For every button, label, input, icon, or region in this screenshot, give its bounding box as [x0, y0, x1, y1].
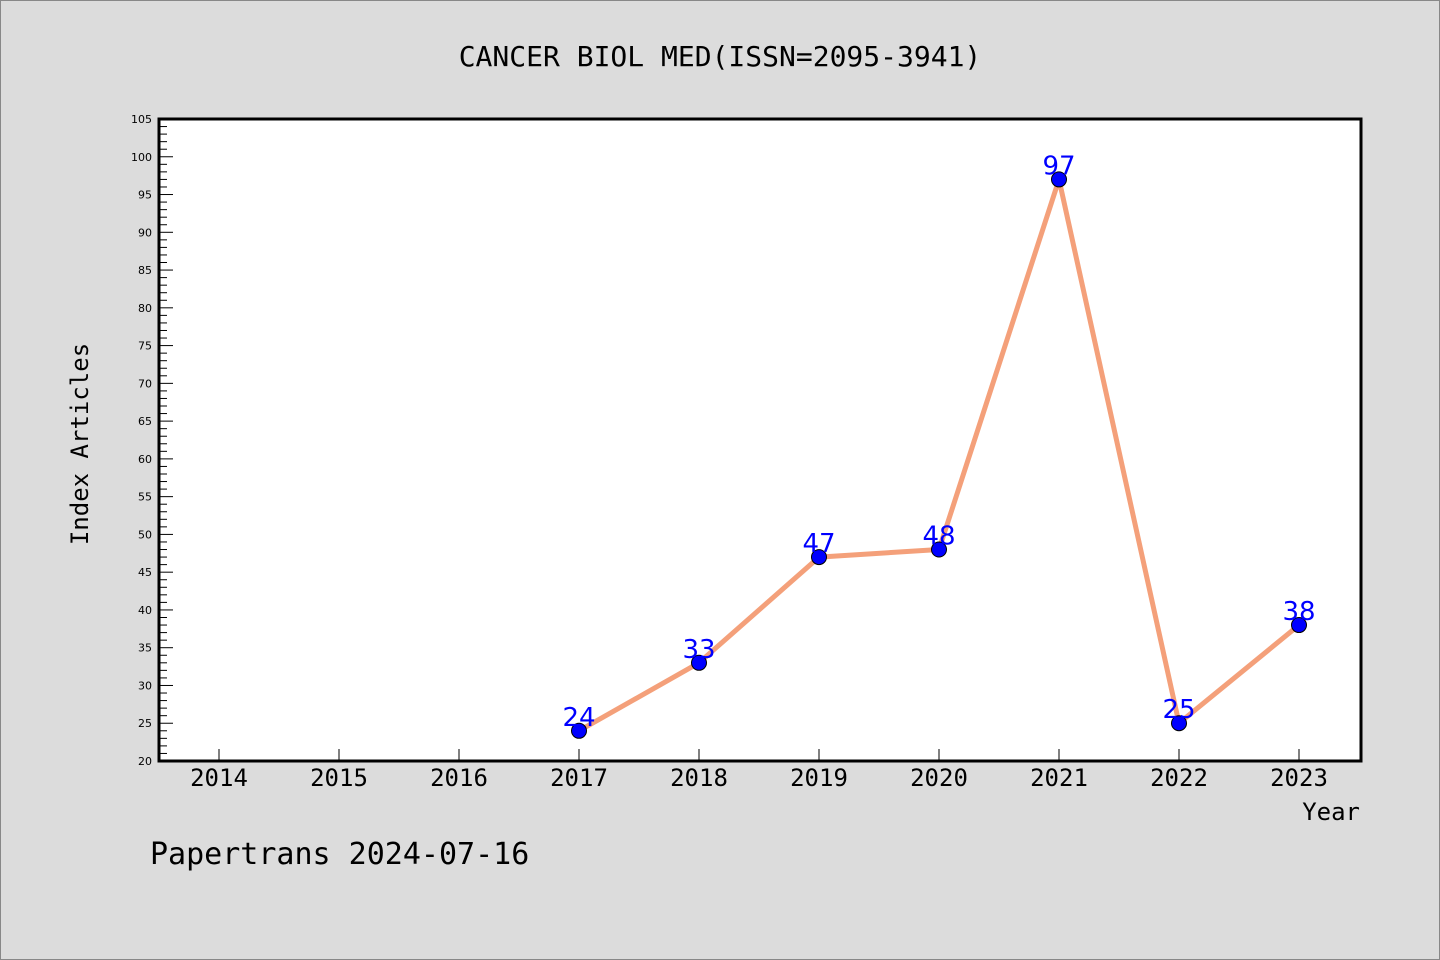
data-point [1051, 171, 1067, 188]
y-tick-label: 50 [138, 528, 152, 541]
y-axis-label: Index Articles [66, 343, 94, 545]
chart-title: CANCER BIOL MED(ISSN=2095-3941) [459, 40, 982, 73]
y-tick-label: 35 [138, 642, 152, 655]
data-label: 47 [802, 529, 835, 559]
data-label: 97 [1042, 151, 1075, 181]
data-label: 24 [562, 703, 595, 733]
x-tick-label: 2023 [1270, 764, 1328, 792]
series-layer: 24 33 47 48 97 25 38 [562, 151, 1316, 739]
x-tick-label: 2014 [190, 764, 248, 792]
data-label: 25 [1162, 695, 1195, 725]
x-tick-label: 2015 [310, 764, 368, 792]
y-axis-ticks: 20 25 30 35 40 45 50 55 60 65 70 75 80 85 90 95 100 105 [131, 113, 173, 768]
y-tick-label: 55 [138, 491, 152, 504]
y-tick-label: 90 [138, 226, 152, 239]
x-axis-ticks: 2014 2015 2016 2017 2018 2019 2020 2021 2022 2023 [190, 749, 1328, 792]
y-tick-label: 65 [138, 415, 152, 428]
data-point [1171, 715, 1187, 732]
y-tick-label: 40 [138, 604, 152, 617]
y-tick-label: 80 [138, 302, 152, 315]
data-label: 33 [682, 635, 715, 665]
y-tick-label: 30 [138, 679, 152, 692]
data-point [691, 654, 707, 671]
y-tick-label: 105 [131, 113, 152, 126]
y-tick-label: 25 [138, 717, 152, 730]
x-tick-label: 2019 [790, 764, 848, 792]
watermark-text: Papertrans 2024-07-16 [150, 837, 529, 872]
y-tick-label: 100 [131, 151, 152, 164]
x-tick-label: 2022 [1150, 764, 1208, 792]
data-label: 38 [1282, 597, 1315, 627]
x-axis-label: Year [1302, 798, 1360, 826]
x-tick-label: 2017 [550, 764, 608, 792]
x-tick-label: 2018 [670, 764, 728, 792]
data-point [571, 722, 587, 739]
y-tick-label: 85 [138, 264, 152, 277]
y-tick-label: 70 [138, 377, 152, 390]
y-tick-label: 75 [138, 340, 152, 353]
x-tick-label: 2016 [430, 764, 488, 792]
y-tick-label: 95 [138, 189, 152, 202]
y-tick-label: 60 [138, 453, 152, 466]
y-tick-label: 45 [138, 566, 152, 579]
x-tick-label: 2021 [1030, 764, 1088, 792]
data-point [1291, 617, 1307, 634]
plot-area [157, 117, 1363, 763]
data-point [811, 549, 827, 566]
data-label: 48 [922, 522, 955, 552]
y-tick-label: 20 [138, 755, 152, 768]
data-point [931, 541, 947, 558]
x-tick-label: 2020 [910, 764, 968, 792]
